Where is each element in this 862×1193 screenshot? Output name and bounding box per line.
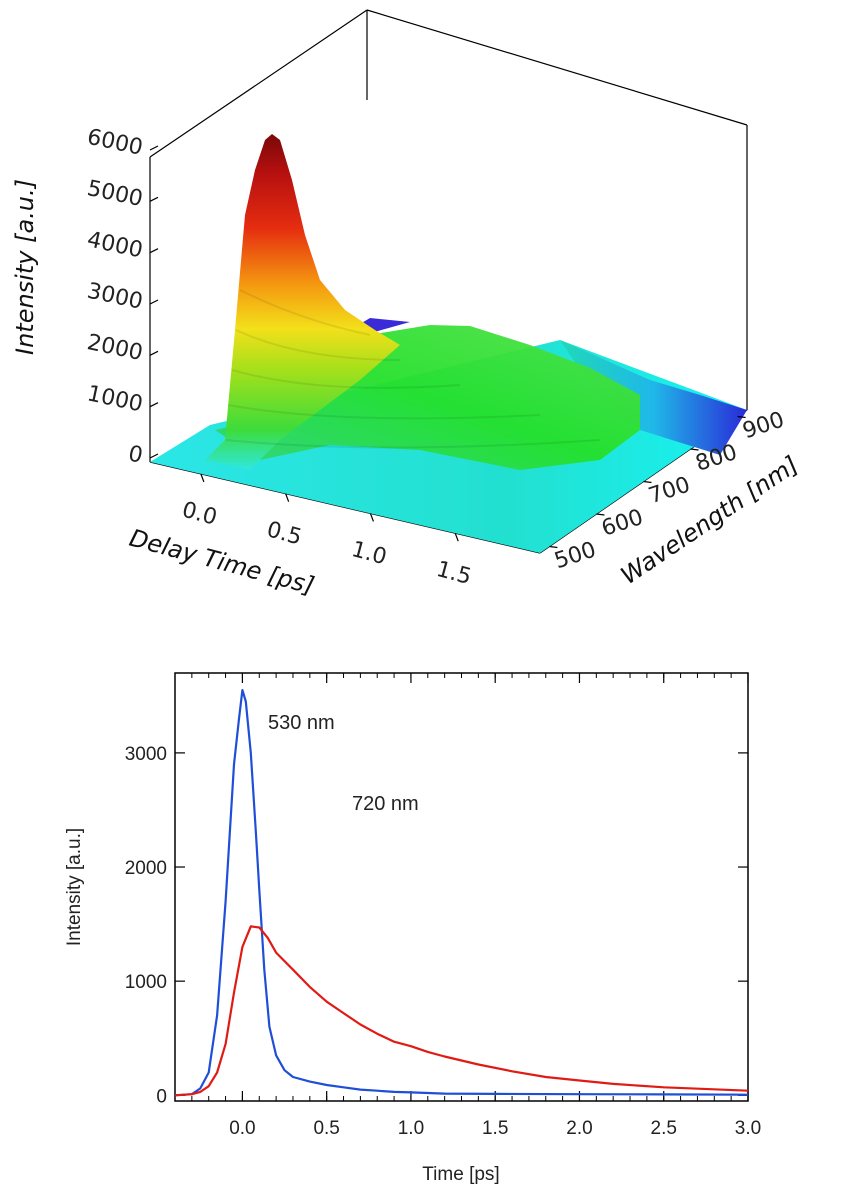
surface-peak <box>205 134 400 470</box>
series-line-530-nm <box>174 688 749 1097</box>
z-tick-mark <box>149 145 159 151</box>
z-tick-mark <box>149 453 159 459</box>
x-tick-label: 2.0 <box>566 1118 592 1139</box>
y-tick-mark <box>549 545 558 549</box>
x-tick-label: 0.0 <box>179 498 219 531</box>
x-tick-mark <box>369 513 374 522</box>
z-tick-label: 1000 <box>85 381 145 417</box>
z-tick-label: 0 <box>126 441 145 468</box>
series-line-720-nm <box>174 925 749 1097</box>
x-axis-ticks: 0.0 0.5 1.0 1.5 2.0 2.5 3.0 <box>191 673 761 1139</box>
series-group <box>174 688 749 1097</box>
y-tick-label: 2000 <box>125 858 167 879</box>
z-tick-mark <box>149 350 159 356</box>
plot-frame <box>174 672 749 1102</box>
x-tick-label: 0.5 <box>313 1118 339 1139</box>
z-tick-mark <box>149 402 159 408</box>
x-tick-label: 1.5 <box>482 1118 508 1139</box>
z-tick-mark <box>149 248 159 254</box>
y-tick-label: 1000 <box>125 972 167 993</box>
x-tick-label: 2.5 <box>651 1118 677 1139</box>
x-tick-label: 3.0 <box>735 1118 761 1139</box>
y-tick-label: 3000 <box>125 744 167 765</box>
z-tick-label: 5000 <box>85 176 145 212</box>
x-tick-label: 1.5 <box>434 557 474 590</box>
surface-plot: 0 1000 2000 3000 4000 5000 6000 0.0 0.5 1.0 1.5 5… <box>11 9 803 600</box>
y-tick-mark <box>596 513 605 516</box>
z-tick-label: 3000 <box>85 279 145 315</box>
z-tick-mark <box>149 196 159 202</box>
x-tick-mark <box>200 473 205 483</box>
y-tick-mark <box>690 448 699 451</box>
x-tick-mark <box>285 493 290 502</box>
annotation-720nm: 720 nm <box>352 793 419 815</box>
y-axis-title-2d: Intensity [a.u.] <box>64 828 85 946</box>
z-tick-labels: 0 1000 2000 3000 4000 5000 6000 <box>85 125 145 469</box>
y-tick-label: 500 <box>552 537 600 574</box>
x-tick-mark <box>454 533 459 542</box>
z-tick-mark <box>149 299 159 305</box>
surface-contours <box>225 289 601 449</box>
y-tick-label: 0 <box>156 1086 167 1107</box>
x-axis-title-2d: Time [ps] <box>422 1164 499 1185</box>
z-tick-label: 6000 <box>85 125 145 161</box>
y-axis-ticks: 0 1000 2000 3000 <box>125 744 748 1107</box>
z-axis-title: Intensity [a.u.] <box>11 179 39 355</box>
annotation-530nm: 530 nm <box>268 712 335 734</box>
x-tick-label: 0.5 <box>264 517 304 550</box>
x-tick-label: 0.0 <box>229 1118 255 1139</box>
x-tick-label: 1.0 <box>349 537 389 570</box>
line-plot: 0.0 0.5 1.0 1.5 2.0 2.5 3.0 0 1000 2000 3000 530 … <box>64 672 761 1185</box>
y-tick-label: 900 <box>740 407 788 444</box>
z-axis-ticks <box>149 145 159 459</box>
y-tick-mark <box>643 480 652 484</box>
z-tick-label: 4000 <box>85 227 145 263</box>
y-tick-label: 700 <box>646 472 694 509</box>
surface-broad-band <box>215 325 640 470</box>
y-tick-mark <box>737 415 746 419</box>
y-tick-label: 600 <box>599 505 647 542</box>
x-tick-labels: 0.0 0.5 1.0 1.5 <box>179 473 474 590</box>
z-tick-label: 2000 <box>85 330 145 366</box>
x-tick-label: 1.0 <box>398 1118 424 1139</box>
surface-long-wavelength <box>560 340 747 455</box>
